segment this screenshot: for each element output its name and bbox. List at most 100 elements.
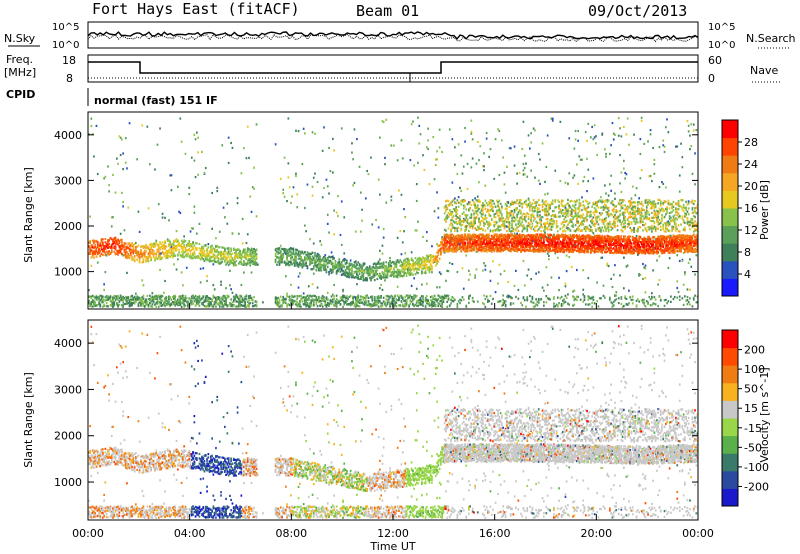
nsky-label: N.Sky: [4, 32, 36, 45]
power-cell: [109, 237, 112, 240]
power-cell: [454, 197, 456, 200]
power-cell: [90, 244, 93, 247]
power-cell: [287, 260, 290, 263]
power-cell: [314, 262, 316, 265]
power-cell: [318, 300, 320, 303]
power-cell: [222, 257, 225, 260]
power-cell: [470, 249, 473, 252]
power-cell: [155, 296, 158, 299]
power-cell: [424, 267, 427, 270]
power-cell: [362, 296, 365, 300]
power-cell: [385, 269, 388, 273]
power-cell: [179, 297, 182, 300]
power-cell: [151, 292, 154, 295]
power-cell: [146, 259, 149, 262]
power-cell: [447, 236, 450, 239]
power-cell: [438, 286, 441, 289]
power-cell: [103, 245, 105, 248]
power-cell: [210, 246, 212, 249]
power-cell: [90, 256, 93, 259]
power-cell: [315, 298, 318, 301]
power-cell: [332, 137, 334, 140]
power-cell: [159, 241, 161, 244]
power-cell: [488, 155, 490, 158]
power-cell: [401, 270, 404, 273]
power-cell: [224, 253, 226, 256]
power-cell: [448, 249, 451, 252]
power-cell: [108, 250, 110, 253]
power-cell: [471, 199, 474, 202]
power-cell: [255, 123, 258, 126]
power-cell: [190, 243, 193, 246]
power-cell: [304, 206, 306, 210]
power-cell: [379, 272, 381, 275]
power-cell: [182, 250, 184, 253]
power-cell: [296, 193, 299, 196]
power-cell: [445, 233, 447, 236]
power-cell: [213, 296, 216, 299]
power-cell: [131, 244, 133, 248]
power-cell: [123, 254, 126, 257]
power-cell: [227, 304, 230, 307]
power-cell: [175, 302, 178, 305]
power-cell: [314, 254, 316, 257]
power-cell: [450, 212, 452, 215]
power-cell: [468, 245, 470, 249]
power-cell: [483, 262, 485, 265]
power-cell: [356, 302, 358, 305]
power-cell: [288, 264, 291, 267]
power-cell: [493, 243, 496, 247]
power-cell: [484, 207, 487, 210]
power-cell: [478, 243, 480, 246]
power-cell: [361, 301, 363, 304]
power-cell: [169, 305, 171, 308]
power-cell: [310, 259, 313, 262]
power-cell: [455, 206, 457, 209]
power-cell: [335, 265, 338, 268]
power-cell: [150, 247, 152, 250]
power-cell: [100, 252, 103, 255]
power-cell: [471, 242, 474, 245]
power-cell: [94, 296, 97, 299]
power-cell: [183, 256, 185, 259]
power-cell: [393, 299, 395, 303]
power-cell: [288, 247, 291, 250]
power-cell: [141, 255, 144, 258]
power-cell: [335, 298, 338, 301]
power-cell: [96, 240, 99, 244]
power-cell: [201, 245, 203, 248]
power-cell: [227, 250, 230, 254]
power-cell: [173, 246, 175, 249]
power-cell: [202, 295, 205, 298]
power-cell: [319, 258, 321, 261]
power-cell: [149, 302, 151, 305]
power-cell: [454, 163, 456, 166]
power-cell: [244, 300, 246, 304]
power-cell: [363, 300, 366, 303]
power-cell: [480, 219, 483, 222]
power-cell: [371, 304, 374, 308]
power-cell: [389, 296, 391, 299]
power-cell: [244, 252, 246, 255]
power-cell: [431, 245, 433, 248]
power-cell: [450, 302, 452, 305]
power-cell: [94, 249, 97, 252]
power-cell: [321, 305, 324, 308]
power-cell: [499, 233, 502, 236]
power-cell: [251, 250, 254, 253]
power-cell: [381, 264, 384, 267]
power-cell: [437, 298, 440, 301]
power-cell: [288, 299, 291, 302]
power-cell: [199, 298, 202, 301]
power-cell: [451, 237, 454, 240]
power-cell: [377, 275, 380, 278]
power-cell: [198, 300, 201, 303]
power-cell: [346, 259, 348, 262]
power-cell: [456, 243, 459, 247]
power-cell: [215, 297, 217, 300]
power-cell: [471, 296, 474, 300]
power-cell: [110, 245, 113, 248]
power-cell: [177, 304, 179, 307]
power-cell: [140, 297, 142, 301]
power-cell: [210, 251, 212, 255]
